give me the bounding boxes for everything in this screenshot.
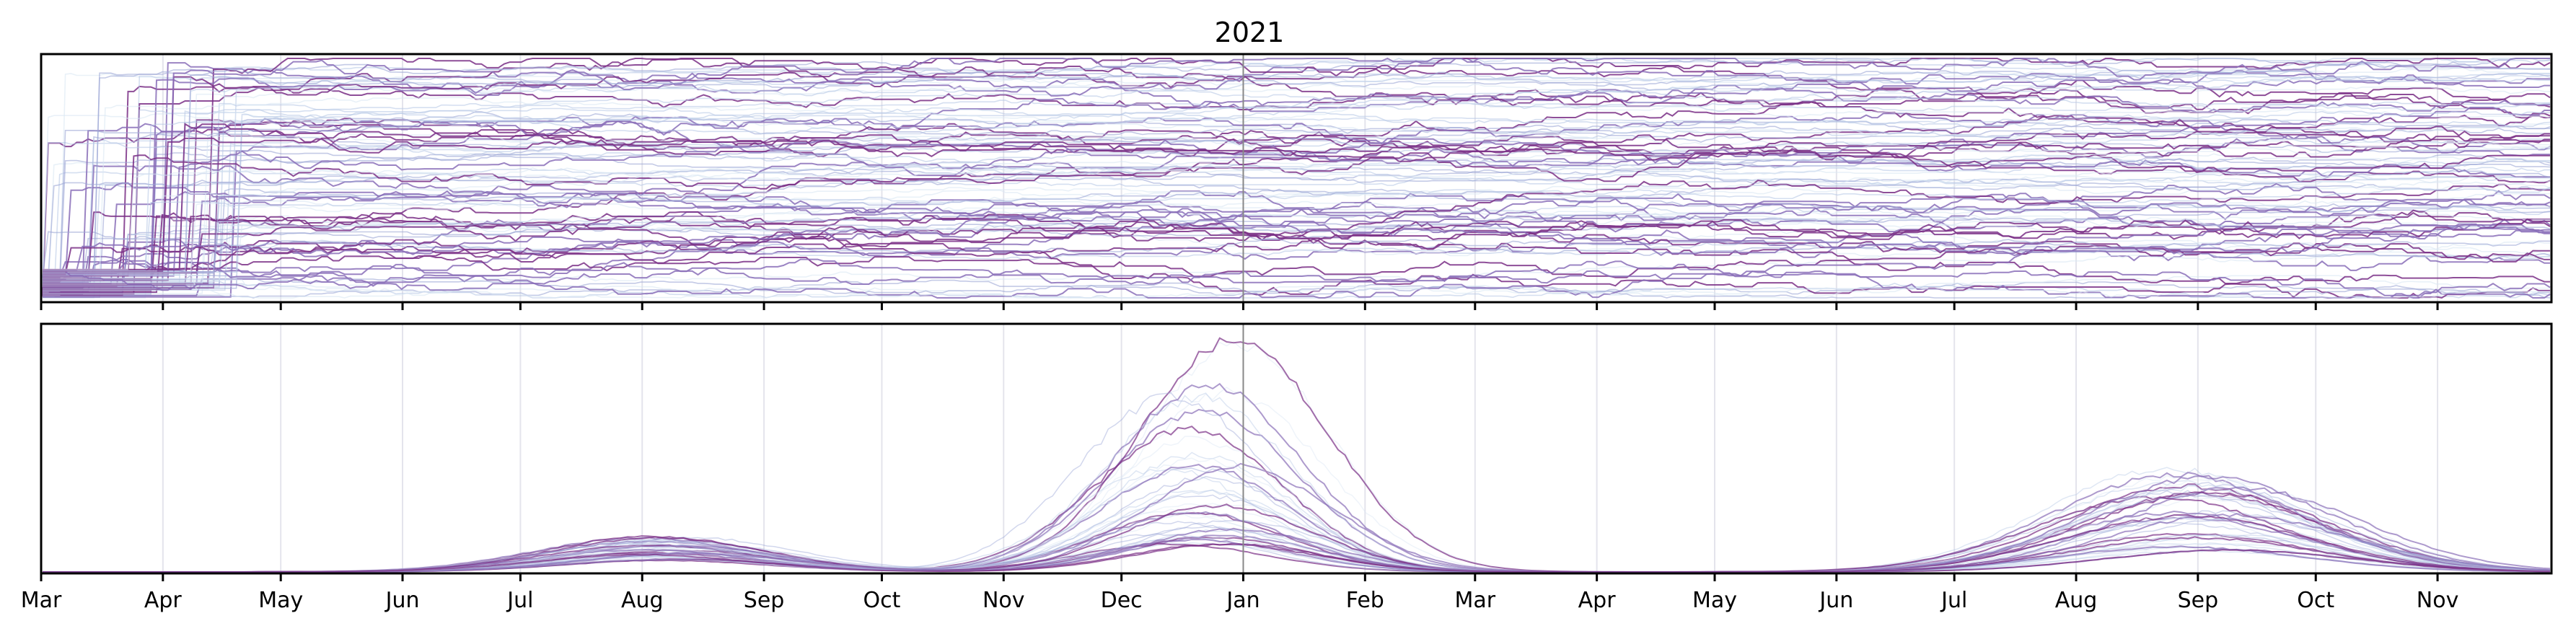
top-series-line (43, 214, 2551, 274)
top-series-line (43, 123, 2550, 283)
top-plot-frame (40, 53, 2553, 304)
top-series-line (43, 144, 2550, 272)
bottom-x-tick-label: Apr (144, 588, 183, 613)
bottom-x-tick-labels: Mar Apr May Jun Jul Aug Sep Oct Nov Dec Jan Feb Mar A… (21, 588, 2459, 613)
top-series-line (43, 58, 2550, 276)
bottom-series-line (43, 451, 2551, 573)
bottom-x-tick-label: Apr (1578, 588, 1617, 613)
top-series-line (42, 231, 2550, 278)
bottom-series-line (43, 475, 2551, 573)
top-series-line (43, 224, 2551, 283)
top-series-line (43, 139, 2550, 278)
bottom-x-tick-label: Oct (863, 588, 901, 613)
top-series-line (43, 190, 2551, 294)
top-series-line (43, 278, 2551, 299)
top-series-line (43, 208, 2550, 271)
top-series-line (43, 58, 2551, 271)
top-series-line (43, 136, 2551, 294)
top-series-line (43, 175, 2550, 273)
bottom-series-line (43, 486, 2551, 573)
top-series-line (43, 58, 2551, 296)
bottom-plot-frame (40, 322, 2553, 575)
top-series-line (43, 142, 2550, 291)
bottom-x-tick-label: Jul (506, 588, 533, 613)
bottom-x-tick-label: Mar (21, 588, 62, 613)
top-series-line (43, 219, 2550, 299)
top-series-line (43, 58, 2551, 281)
bottom-series-line (43, 337, 2551, 573)
top-series-line (43, 211, 2551, 278)
chart-title: 2021 (1215, 17, 1285, 48)
top-series-line (43, 213, 2550, 292)
top-series-line (43, 76, 2550, 279)
bottom-x-tick-label: Nov (2417, 588, 2459, 613)
top-series-line (43, 134, 2550, 272)
top-series-line (43, 229, 2550, 285)
top-series-line (43, 167, 2550, 270)
top-series-line (43, 58, 2551, 284)
bottom-series-line (43, 518, 2551, 573)
top-series-line (43, 223, 2550, 296)
top-series-line (43, 239, 2550, 284)
bottom-series-line (43, 491, 2551, 573)
top-series-line (42, 131, 2550, 284)
top-series-lines (42, 57, 2551, 299)
bottom-x-tick-label: May (258, 588, 303, 613)
bottom-x-tick-label: Aug (2055, 588, 2098, 613)
bottom-series-line (43, 536, 2551, 573)
top-series-line (43, 206, 2551, 292)
bottom-x-tick-label: Oct (2297, 588, 2334, 613)
bottom-series-line (43, 387, 2551, 573)
bottom-x-tick-label: Dec (1101, 588, 1143, 613)
bottom-curve-panel: Mar Apr May Jun Jul Aug Sep Oct Nov Dec Jan Feb Mar A… (21, 322, 2553, 613)
top-series-line (43, 97, 2551, 278)
bottom-x-ticks (40, 573, 2439, 581)
top-series-line (43, 73, 2550, 273)
bottom-x-tick-label: Jul (1940, 588, 1967, 613)
top-series-line (43, 125, 2550, 277)
top-x-ticks (40, 302, 2439, 310)
bottom-x-tick-label: Mar (1454, 588, 1495, 613)
top-series-line (43, 123, 2550, 270)
bottom-series-line (43, 503, 2551, 573)
top-series-line (43, 169, 2550, 277)
top-series-line (43, 231, 2550, 299)
bottom-x-tick-label: Jun (1818, 588, 1853, 613)
top-series-line (43, 111, 2550, 276)
top-rank-panel (40, 53, 2553, 310)
bottom-x-tick-label: Aug (621, 588, 664, 613)
bottom-x-tick-label: Jun (384, 588, 420, 613)
top-series-line (43, 160, 2550, 297)
bottom-x-tick-label: May (1692, 588, 1737, 613)
top-series-line (43, 187, 2551, 271)
top-series-line (43, 258, 2551, 296)
bottom-series-lines (43, 337, 2551, 573)
top-series-line (43, 146, 2551, 295)
top-series-line (43, 218, 2550, 273)
bottom-series-line (43, 464, 2551, 573)
top-series-line (43, 110, 2550, 275)
bottom-x-tick-label: Jan (1225, 588, 1260, 613)
bottom-series-line (43, 382, 2551, 573)
top-series-line (43, 107, 2551, 276)
top-series-line (43, 273, 2550, 299)
bottom-x-tick-label: Sep (2178, 588, 2219, 613)
top-series-line (43, 142, 2551, 294)
top-series-line (43, 153, 2550, 293)
top-series-line (43, 196, 2550, 287)
top-series-line (43, 193, 2550, 286)
bottom-x-tick-label: Nov (983, 588, 1025, 613)
top-series-line (43, 188, 2550, 273)
bottom-x-tick-label: Feb (1346, 588, 1384, 613)
bottom-x-tick-label: Sep (744, 588, 785, 613)
top-series-line (43, 57, 2550, 276)
top-series-line (43, 168, 2551, 285)
